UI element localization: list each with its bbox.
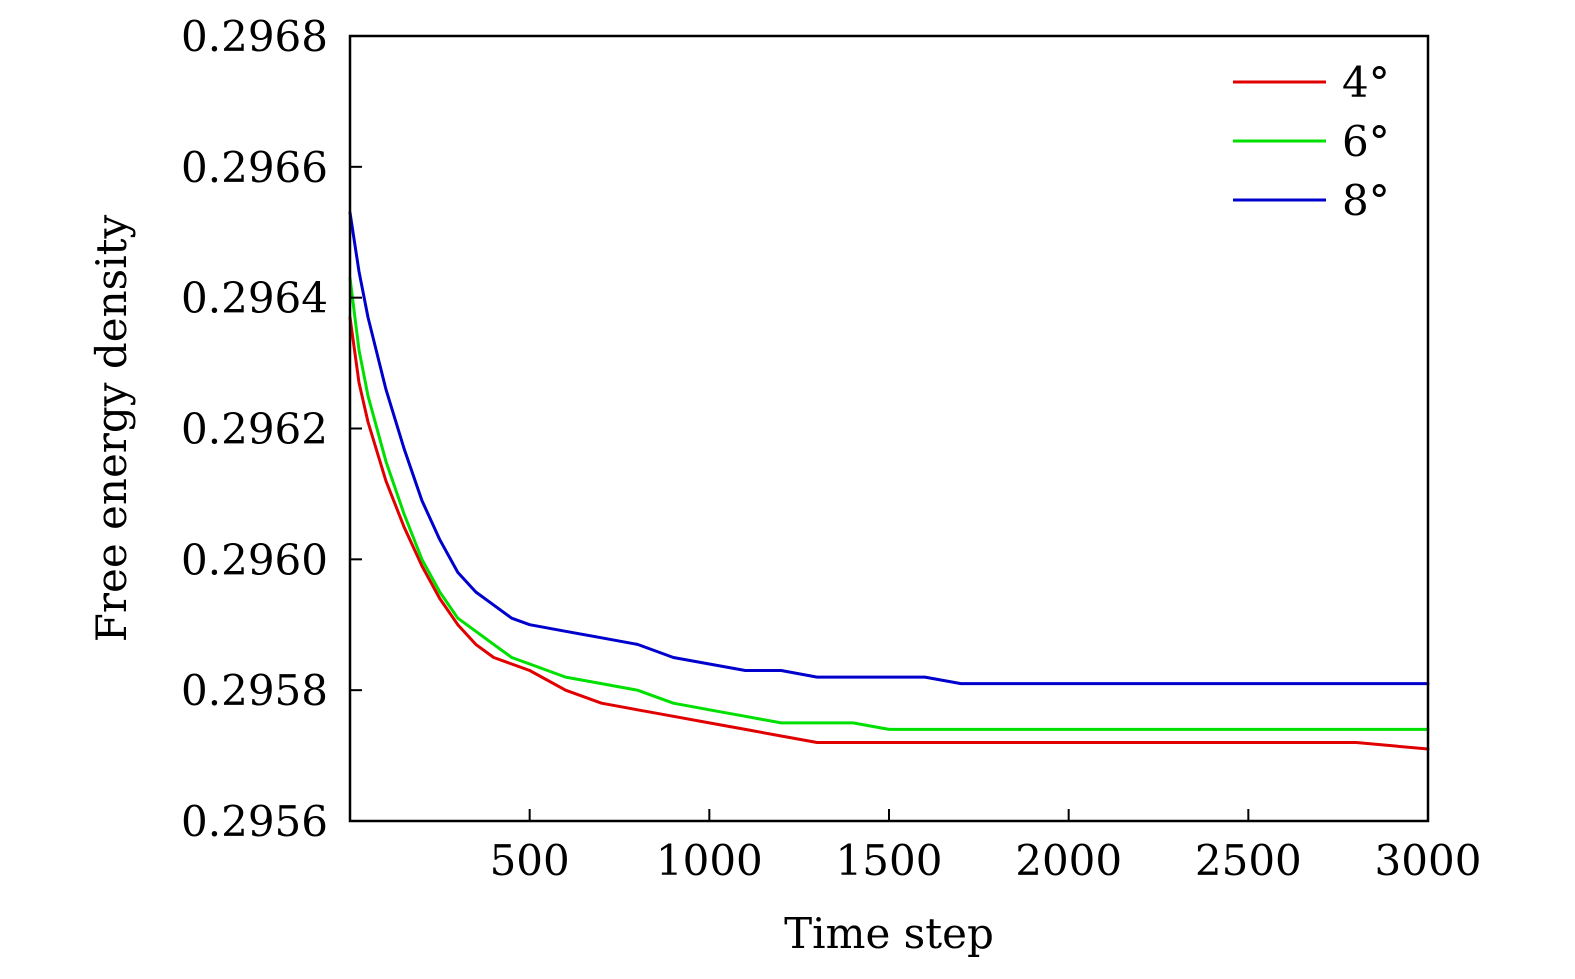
y-tick-label: 0.2968 — [181, 12, 328, 61]
series-line-1 — [348, 315, 1430, 751]
x-tick-label: 1000 — [656, 836, 763, 885]
legend-label: 4° — [1342, 58, 1390, 107]
y-tick-label: 0.2956 — [181, 797, 328, 846]
y-axis-title: Free energy density — [87, 214, 136, 642]
axes — [348, 34, 1430, 823]
series-line-2 — [348, 276, 1430, 731]
legend-label: 8° — [1342, 176, 1390, 225]
legend-label: 6° — [1342, 117, 1390, 166]
series-line-3 — [348, 211, 1430, 686]
x-tick-label: 2500 — [1195, 836, 1302, 885]
x-axis-title: Time step — [784, 909, 994, 958]
legend-item: 8° — [1233, 176, 1390, 225]
x-tick-label: 1500 — [836, 836, 943, 885]
y-tick-label: 0.2958 — [181, 666, 328, 715]
x-tick-label: 2000 — [1015, 836, 1122, 885]
legend-item: 4° — [1233, 58, 1390, 107]
y-tick-label: 0.2964 — [181, 274, 328, 323]
x-tick-label: 3000 — [1375, 836, 1482, 885]
y-tick-label: 0.2966 — [181, 143, 328, 192]
tick-labels: 500 1000 1500 2000 2500 3000 0.2956 0.2958 0.296… — [181, 12, 1481, 885]
legend: 4° 6° 8° — [1233, 58, 1390, 225]
legend-item: 6° — [1233, 117, 1390, 166]
y-tick-label: 0.2960 — [181, 535, 328, 584]
y-tick-label: 0.2962 — [181, 405, 328, 454]
x-tick-label: 500 — [490, 836, 570, 885]
series-layer — [348, 211, 1430, 751]
